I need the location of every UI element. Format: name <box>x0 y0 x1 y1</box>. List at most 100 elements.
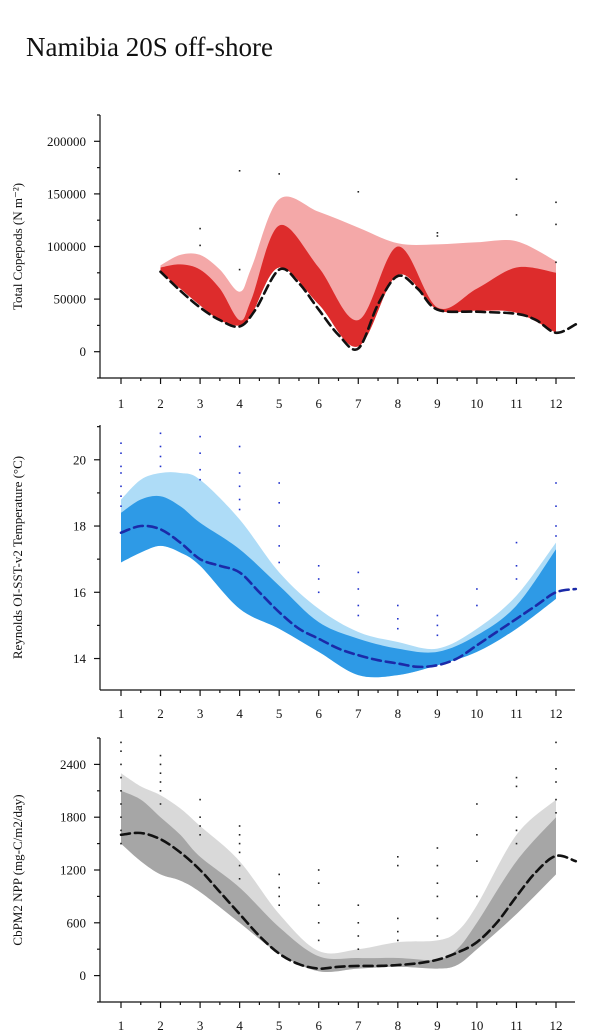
data-point <box>278 545 280 547</box>
data-point <box>238 268 241 271</box>
y-axis-title: Total Copepods (N m⁻²) <box>10 183 25 310</box>
x-tick-label: 2 <box>157 706 164 721</box>
data-point <box>278 525 280 527</box>
x-tick-label: 5 <box>276 396 283 411</box>
x-tick-label: 10 <box>470 706 483 721</box>
data-point <box>436 935 439 937</box>
data-point <box>120 842 122 845</box>
data-point <box>555 768 557 770</box>
y-tick-label: 1800 <box>60 810 86 825</box>
x-tick-label: 5 <box>276 706 283 721</box>
data-point <box>357 922 360 924</box>
x-tick-label: 12 <box>550 1018 563 1033</box>
x-tick-label: 8 <box>395 396 402 411</box>
data-point <box>397 618 399 620</box>
x-tick-label: 7 <box>355 706 362 721</box>
x-tick-label: 3 <box>197 396 204 411</box>
data-point <box>159 465 162 468</box>
data-point <box>199 816 201 818</box>
data-point <box>476 803 478 805</box>
data-point <box>436 614 439 617</box>
data-point <box>436 895 439 898</box>
inner-band <box>121 790 556 972</box>
median-line <box>159 267 578 351</box>
data-point <box>159 432 162 435</box>
x-tick-label: 7 <box>355 1018 362 1033</box>
data-point <box>357 614 360 617</box>
data-point <box>120 472 122 474</box>
data-point <box>476 604 478 607</box>
data-point <box>397 604 399 607</box>
data-point <box>397 939 399 942</box>
data-point <box>120 816 122 818</box>
data-point <box>238 498 241 501</box>
data-point <box>120 790 122 792</box>
y-tick-label: 1200 <box>60 863 86 878</box>
data-point <box>120 465 122 468</box>
data-point <box>515 842 518 845</box>
data-point <box>436 235 439 237</box>
data-point <box>397 627 399 630</box>
x-tick-label: 11 <box>510 396 523 411</box>
data-point <box>515 214 518 216</box>
x-tick-label: 6 <box>315 396 322 411</box>
data-point <box>199 244 201 247</box>
data-point <box>238 878 241 880</box>
data-point <box>120 750 122 752</box>
x-tick-label: 1 <box>118 706 125 721</box>
data-point <box>120 829 122 832</box>
x-tick-label: 9 <box>434 1018 441 1033</box>
data-point <box>317 565 320 567</box>
data-point <box>317 591 320 594</box>
data-point <box>357 604 360 607</box>
x-tick-label: 9 <box>434 706 441 721</box>
data-point <box>199 468 201 471</box>
data-point <box>436 624 439 627</box>
data-point <box>199 435 201 438</box>
data-point <box>397 864 399 867</box>
data-point <box>278 873 280 876</box>
x-tick-label: 4 <box>236 1018 243 1033</box>
data-point <box>436 232 439 234</box>
data-point <box>238 445 241 448</box>
x-tick-label: 5 <box>276 1018 283 1033</box>
data-point <box>159 772 162 774</box>
data-point <box>555 781 557 783</box>
data-point <box>436 864 439 867</box>
x-tick-label: 12 <box>550 396 563 411</box>
inner-band <box>160 224 556 347</box>
y-tick-label: 50000 <box>54 292 87 307</box>
data-point <box>238 170 241 172</box>
y-axis-title: CbPM2 NPP (mg-C/m2/day) <box>10 794 25 945</box>
data-point <box>238 834 241 836</box>
data-point <box>515 541 518 544</box>
data-point <box>476 860 478 862</box>
data-point <box>555 525 557 527</box>
data-point <box>199 227 201 230</box>
data-point <box>278 502 280 504</box>
x-tick-label: 4 <box>236 396 243 411</box>
x-tick-label: 8 <box>395 706 402 721</box>
data-point <box>238 472 241 474</box>
y-tick-label: 2400 <box>60 757 86 772</box>
data-point <box>476 895 478 898</box>
y-tick-label: 16 <box>73 585 87 600</box>
data-point <box>317 939 320 942</box>
x-tick-label: 7 <box>355 396 362 411</box>
data-point <box>120 763 122 766</box>
data-point <box>238 825 241 827</box>
data-point <box>199 834 201 836</box>
data-point <box>555 798 557 801</box>
data-point <box>278 904 280 906</box>
data-point <box>199 798 201 801</box>
data-point <box>317 922 320 924</box>
data-point <box>357 904 360 906</box>
data-point <box>515 178 518 180</box>
data-point <box>357 571 360 574</box>
data-point <box>199 825 201 827</box>
data-point <box>278 561 280 564</box>
data-point <box>555 505 557 507</box>
outer-band <box>121 472 556 678</box>
